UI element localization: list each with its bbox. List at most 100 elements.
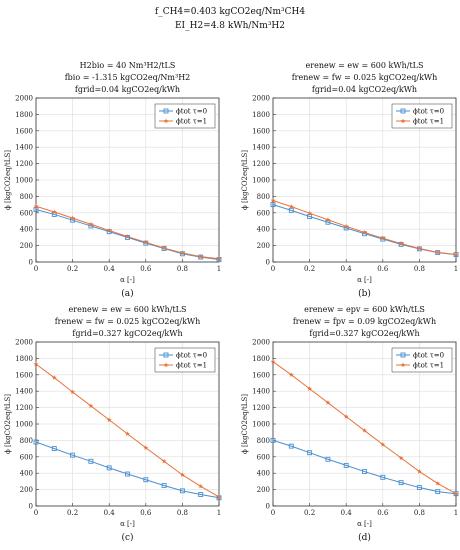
y-tick-label: 1800 [252,355,270,363]
y-axis-label: ϕ [kgCO2eq/tLS] [4,394,12,454]
y-tick-label: 1400 [15,144,33,152]
data-point [288,204,294,209]
y-tick-label: 0 [266,259,270,267]
data-point [288,443,294,449]
panels: H2bio = 40 Nm³H2/tLS fbio = -1.315 kgCO2e… [4,61,459,543]
data-point [453,251,459,257]
y-tick-label: 0 [29,259,33,267]
chart-subtitle-line: frenew = fpv = 0.09 kgCO2eq/kWh [293,317,436,326]
data-point [416,485,422,490]
x-tick-label: 0 [271,509,275,517]
data-point [125,471,130,477]
y-tick-label: 800 [257,437,270,445]
chart-subtitle-line: frenew = fw = 0.025 kgCO2eq/kWh [55,317,201,326]
data-point [416,245,422,251]
legend-swatch-marker [163,118,169,124]
legend: ϕtot τ=0 ϕtot τ=1 [391,103,453,129]
data-point [270,197,276,203]
legend: ϕtot τ=0 ϕtot τ=1 [154,347,216,373]
data-point [362,469,367,475]
data-point [33,203,39,209]
data-point [125,431,130,436]
legend-swatch-marker [400,118,406,124]
y-tick-label: 200 [20,242,33,250]
data-point [343,414,349,419]
x-tick-label: 0 [34,265,38,273]
x-axis-label: α [-] [120,276,135,284]
x-tick-label: 0.4 [341,265,353,273]
x-axis-label: α [-] [357,520,372,528]
y-tick-label: 0 [266,503,270,511]
data-point [435,249,441,255]
chart-panel-d: erenew = epv = 600 kWh/tLS frenew = fpv =… [241,305,459,543]
legend-swatch-marker [163,108,169,114]
data-point [216,494,222,500]
series-line-1 [272,439,457,495]
x-tick-label: 0.8 [414,509,425,517]
data-point [453,491,459,496]
y-tick-label: 200 [257,486,270,494]
legend-entry-label: ϕtot τ=1 [413,362,444,370]
y-tick-label: 800 [257,193,270,201]
y-tick-label: 2000 [15,339,33,347]
x-tick-label: 0.2 [67,265,78,273]
x-tick-label: 0.2 [304,509,315,517]
data-point [398,455,404,461]
data-point [70,215,76,221]
x-tick-label: 0.8 [177,265,188,273]
data-point [307,450,313,456]
y-tick-label: 1000 [15,421,33,429]
data-point [343,223,349,229]
y-tick-label: 400 [20,470,33,478]
y-tick-label: 600 [20,209,33,217]
data-point [143,239,149,245]
x-tick-label: 0.6 [140,509,152,517]
y-tick-label: 1800 [252,111,270,119]
y-tick-label: 1800 [15,111,33,119]
x-tick-label: 0.6 [377,265,389,273]
legend-entry-label: ϕtot τ=0 [176,108,207,116]
y-axis-label: ϕ [kgCO2eq/tLS] [241,394,249,454]
legend-swatch-marker [400,108,406,114]
data-point [380,235,386,241]
data-point [380,474,386,480]
data-point [179,488,185,494]
chart-subtitle-line: frenew = fw = 0.025 kgCO2eq/kWh [292,73,438,82]
x-tick-label: 0 [271,265,275,273]
data-point [198,492,204,497]
header-line-2: EI_H2=4.8 kWh/Nm³H2 [175,21,285,31]
y-tick-label: 1400 [252,144,270,152]
data-point [106,417,112,422]
legend-entry-label: ϕtot τ=0 [413,108,444,116]
y-tick-label: 1600 [252,371,270,379]
data-point [343,462,349,468]
chart-subtitle-line: erenew = ew = 600 kWh/tLS [69,305,187,314]
chart-subtitle-line: fbio = -1.315 kgCO2eq/Nm³H2 [65,73,191,82]
chart-panel-b: erenew = ew = 600 kWh/tLS frenew = fw = 0… [241,61,459,299]
data-point [288,372,294,377]
data-point [398,480,404,486]
x-tick-label: 1 [454,265,458,273]
y-tick-label: 400 [20,226,33,234]
data-point [380,441,386,447]
x-axis-label: α [-] [357,276,372,284]
panel-caption: (a) [121,288,133,299]
y-tick-label: 200 [257,242,270,250]
data-point [143,445,149,450]
data-point [270,437,276,443]
y-tick-label: 800 [20,437,33,445]
y-tick-label: 1200 [15,160,33,168]
x-tick-label: 0.6 [140,265,152,273]
chart-subtitle-line: fgrid=0.04 kgCO2eq/kWh [75,85,180,94]
x-tick-label: 0.2 [67,509,78,517]
y-tick-label: 2000 [252,95,270,103]
data-point [33,361,39,367]
legend-entry-label: ϕtot τ=1 [176,118,207,126]
y-tick-label: 2000 [15,95,33,103]
data-point [325,400,331,405]
legend-entry-label: ϕtot τ=1 [176,362,207,370]
y-tick-label: 600 [257,209,270,217]
data-point [51,375,57,380]
data-point [307,386,313,391]
x-tick-label: 1 [217,265,221,273]
